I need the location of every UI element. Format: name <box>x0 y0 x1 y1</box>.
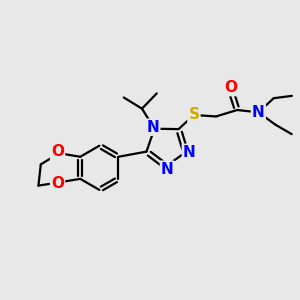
Text: S: S <box>188 107 200 122</box>
Text: O: O <box>224 80 237 95</box>
Text: O: O <box>51 144 64 159</box>
Text: O: O <box>51 176 64 191</box>
Text: N: N <box>252 105 265 120</box>
Text: N: N <box>161 162 174 177</box>
Text: N: N <box>146 120 159 135</box>
Text: N: N <box>183 145 196 160</box>
